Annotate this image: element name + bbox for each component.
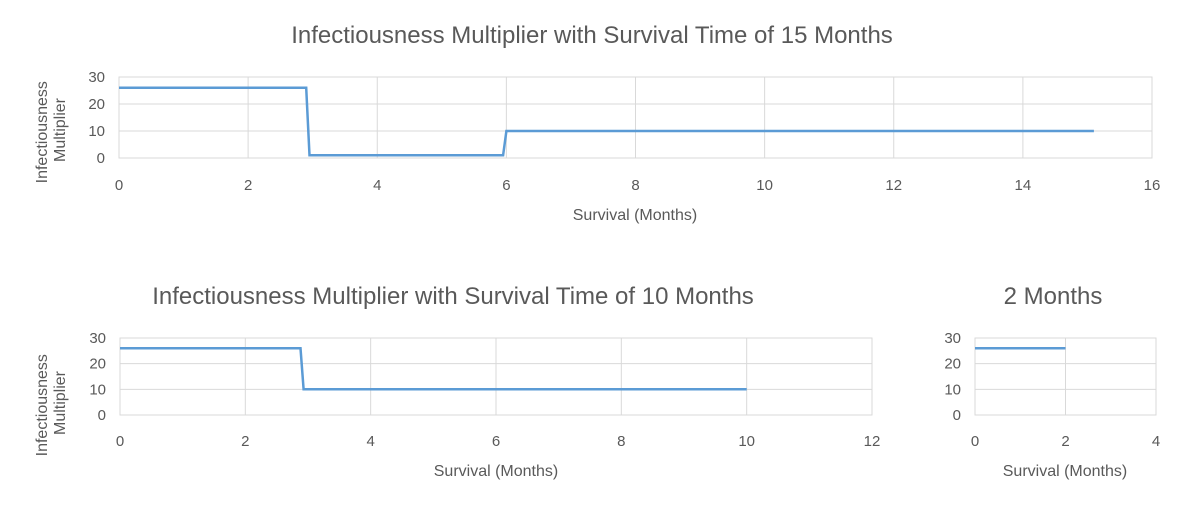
x-tick-label: 6 [492, 433, 500, 450]
y-axis-title-line1: Infectiousness [34, 354, 51, 456]
chart-title: 2 Months [1004, 283, 1103, 310]
x-tick-label: 6 [502, 177, 510, 194]
chart-2-months: 2 Months Survival (Months) 0 10 20 30 0 2 4 [944, 283, 1160, 480]
y-tick-label: 0 [953, 407, 961, 424]
y-tick-label: 0 [97, 150, 105, 167]
y-axis-title: Infectiousness Multiplier [34, 77, 69, 184]
chart-15-months: Infectiousness Multiplier with Survival … [34, 22, 1160, 224]
plot-frame [974, 337, 1157, 416]
y-tick-label: 10 [944, 381, 961, 398]
y-tick-label: 30 [944, 330, 961, 347]
y-tick-label: 30 [89, 330, 106, 347]
y-axis-title: Infectiousness Multiplier [34, 350, 69, 457]
plot-area: 0 10 20 30 0 2 4 [944, 330, 1160, 450]
x-tick-label: 0 [115, 177, 123, 194]
chart-title: Infectiousness Multiplier with Survival … [152, 283, 754, 310]
y-tick-label: 10 [88, 123, 105, 140]
x-tick-label: 10 [738, 433, 755, 450]
y-tick-label: 30 [88, 69, 105, 86]
x-tick-label: 2 [1061, 433, 1069, 450]
y-tick-label: 10 [89, 381, 106, 398]
y-tick-label: 20 [89, 356, 106, 373]
x-tick-label: 4 [373, 177, 381, 194]
y-tick-label: 20 [88, 96, 105, 113]
x-tick-label: 10 [756, 177, 773, 194]
x-tick-label: 4 [1152, 433, 1160, 450]
chart-title: Infectiousness Multiplier with Survival … [291, 22, 893, 49]
series-line [120, 347, 747, 391]
series-line [119, 86, 1094, 157]
x-tick-label: 2 [241, 433, 249, 450]
y-tick-label: 0 [98, 407, 106, 424]
plot-area: 0 10 20 30 0 2 4 6 8 10 12 [89, 330, 880, 450]
chart-10-months: Infectiousness Multiplier with Survival … [34, 283, 880, 480]
y-axis-title-line2: Multiplier [52, 370, 69, 435]
x-tick-label: 8 [631, 177, 639, 194]
y-axis-title-line1: Infectiousness [34, 81, 51, 183]
x-tick-label: 8 [617, 433, 625, 450]
plot-frame [119, 337, 873, 416]
x-tick-label: 4 [366, 433, 374, 450]
x-tick-label: 16 [1144, 177, 1161, 194]
x-tick-label: 14 [1015, 177, 1032, 194]
x-axis-title: Survival (Months) [573, 207, 697, 224]
x-tick-label: 0 [971, 433, 979, 450]
y-tick-label: 20 [944, 356, 961, 373]
y-axis-title-line2: Multiplier [52, 97, 69, 162]
x-tick-label: 12 [885, 177, 902, 194]
x-tick-label: 12 [864, 433, 881, 450]
x-tick-label: 2 [244, 177, 252, 194]
plot-area: 0 10 20 30 0 2 4 6 8 10 12 14 16 [88, 69, 1160, 194]
x-axis-title: Survival (Months) [1003, 463, 1127, 480]
x-axis-title: Survival (Months) [434, 463, 558, 480]
plot-frame [118, 76, 1153, 159]
x-tick-label: 0 [116, 433, 124, 450]
